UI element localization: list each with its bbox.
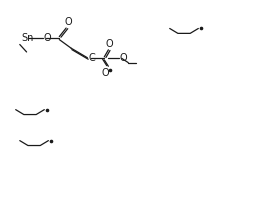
Text: O: O (44, 33, 52, 43)
Text: O: O (106, 39, 113, 49)
Text: Sn: Sn (21, 33, 33, 43)
Text: O: O (64, 17, 72, 27)
Text: O: O (119, 53, 127, 63)
Text: C: C (89, 53, 96, 63)
Text: O: O (102, 68, 109, 78)
